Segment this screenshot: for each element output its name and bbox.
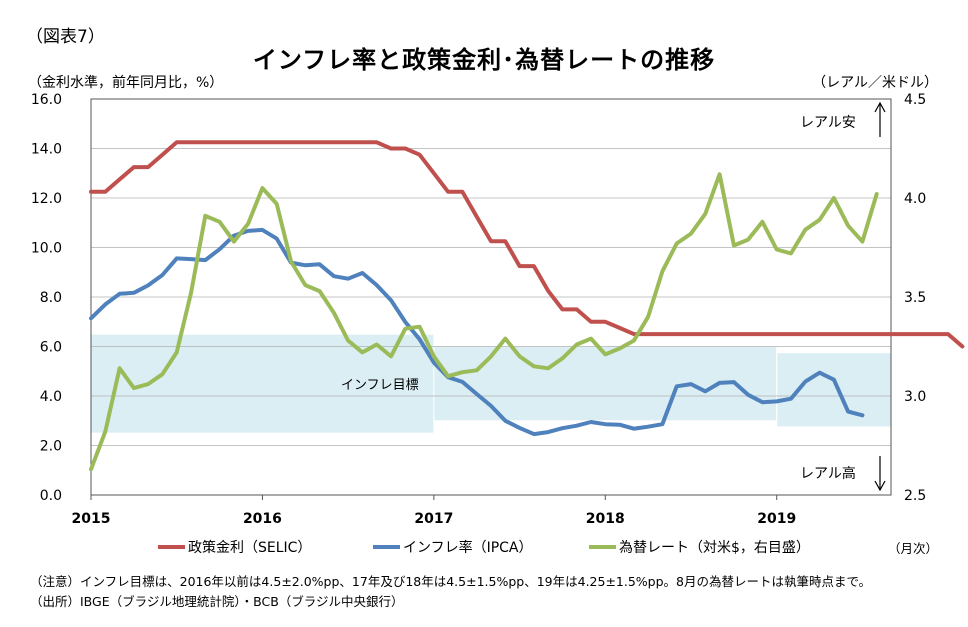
right-tick-label: 3.5 — [904, 290, 926, 306]
legend-label: 為替レート（対米$，右目盛） — [619, 540, 810, 556]
target-band-label: インフレ目標 — [341, 378, 419, 393]
right-tick-label: 2.5 — [904, 488, 926, 504]
right-axis-ticks: 2.5 3.0 3.5 4.0 4.5 — [904, 92, 926, 504]
legend-label: インフレ率（IPCA） — [403, 539, 533, 556]
depreciation-label: レアル安 — [800, 115, 856, 131]
left-tick-label: 14.0 — [31, 142, 62, 158]
left-tick-label: 2.0 — [40, 439, 62, 455]
left-tick-label: 16.0 — [31, 92, 62, 108]
x-tick-label: 2019 — [757, 511, 796, 527]
legend-label: 政策金利（SELIC） — [188, 539, 311, 556]
left-axis-label: （金利水準，前年同月比，%） — [28, 75, 224, 91]
left-tick-label: 0.0 — [40, 488, 62, 504]
line-chart: 0.0 2.0 4.0 6.0 8.0 10.0 12.0 14.0 16.0 2.5 3.0 3.… — [31, 92, 965, 556]
series-line — [89, 140, 965, 349]
target-band — [776, 352, 892, 428]
right-axis-label: （レアル／米ドル） — [812, 75, 938, 91]
x-tick-label: 2017 — [414, 511, 453, 527]
chart-title: インフレ率と政策金利･為替レートの推移 — [252, 46, 716, 74]
right-tick-label: 4.5 — [904, 92, 926, 108]
series-line — [89, 227, 865, 437]
note-line: （注意）インフレ目標は、2016年以前は4.5±2.0%pp、17年及び18年は… — [30, 574, 871, 589]
figure-label: （図表7） — [26, 27, 105, 47]
left-tick-label: 12.0 — [31, 191, 62, 207]
legend: 政策金利（SELIC） インフレ率（IPCA） 為替レート（対米$，右目盛） — [158, 539, 810, 556]
up-arrow-icon — [874, 101, 886, 137]
x-tick-label: 2015 — [72, 511, 111, 527]
x-axis-ticks: 2015 2016 2017 2018 2019 — [72, 495, 796, 527]
x-tick-label: 2018 — [586, 511, 625, 527]
left-tick-label: 4.0 — [40, 389, 62, 405]
left-axis-ticks: 0.0 2.0 4.0 6.0 8.0 10.0 12.0 14.0 16.0 — [31, 92, 62, 504]
gridlines — [91, 98, 891, 496]
right-tick-label: 3.0 — [904, 389, 926, 405]
down-arrow-icon — [874, 456, 886, 492]
appreciation-label: レアル高 — [800, 465, 856, 482]
series-line — [89, 172, 879, 472]
x-unit-label: （月次） — [888, 541, 938, 556]
left-tick-label: 10.0 — [31, 241, 62, 257]
series-lines — [89, 140, 965, 472]
plot-frame — [90, 98, 892, 496]
left-tick-label: 6.0 — [40, 340, 62, 356]
target-bands — [90, 333, 892, 434]
source-line: （出所）IBGE（ブラジル地理統計院）・BCB（ブラジル中央銀行） — [30, 594, 404, 609]
x-tick-label: 2016 — [243, 511, 282, 527]
notes: （注意）インフレ目標は、2016年以前は4.5±2.0%pp、17年及び18年は… — [30, 572, 871, 612]
right-tick-label: 4.0 — [904, 191, 926, 207]
left-tick-label: 8.0 — [40, 290, 62, 306]
